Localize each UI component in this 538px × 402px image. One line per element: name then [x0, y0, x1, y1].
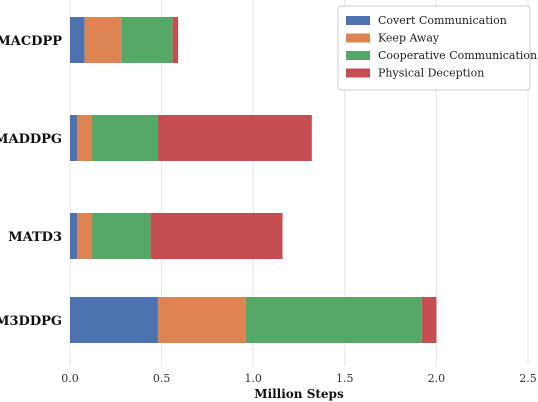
category-label: MATD3	[8, 230, 62, 245]
bar-segment-maddpg-1	[77, 115, 92, 161]
legend-swatch	[346, 51, 370, 60]
bar-segment-matd3-0	[70, 213, 78, 259]
bar-segment-macdpp-0	[70, 17, 85, 63]
bar-segment-maddpg-0	[70, 115, 78, 161]
x-tick-label: 0.5	[153, 372, 171, 385]
bar-segment-macdpp-1	[84, 17, 122, 63]
legend-swatch	[346, 16, 370, 25]
category-label: MACDPP	[0, 34, 62, 49]
bar-segment-macdpp-2	[121, 17, 173, 63]
x-tick-label: 2.5	[519, 372, 537, 385]
bar-segment-m3ddpg-2	[245, 297, 422, 343]
bar-segment-matd3-2	[91, 213, 151, 259]
bars	[70, 17, 437, 343]
bar-segment-macdpp-3	[172, 17, 179, 63]
bar-segment-matd3-1	[77, 213, 92, 259]
legend-label: Keep Away	[378, 32, 440, 45]
legend: Covert Communication Keep Away Cooperative…	[337, 5, 537, 91]
x-tick-label: 0.0	[61, 372, 79, 385]
x-tick-label: 1.0	[244, 372, 262, 385]
legend-label: Cooperative Communication	[378, 49, 537, 62]
bar-segment-m3ddpg-3	[421, 297, 437, 343]
category-label: MADDPG	[0, 132, 62, 147]
x-tick-label: 2.0	[428, 372, 446, 385]
category-label: M3DDPG	[0, 314, 62, 329]
bar-segment-maddpg-3	[157, 115, 312, 161]
bar-segment-m3ddpg-1	[157, 297, 246, 343]
x-tick-labels: 0.0 0.5 1.0 1.5 2.0 2.5	[61, 372, 537, 385]
legend-swatch	[346, 33, 370, 43]
legend-box	[337, 5, 531, 91]
x-tick-label: 1.5	[336, 372, 354, 385]
bar-segment-maddpg-2	[91, 115, 158, 161]
legend-label: Covert Communication	[378, 14, 507, 27]
bar-segment-matd3-3	[150, 213, 283, 259]
legend-swatch	[346, 68, 370, 78]
legend-label: Physical Deception	[378, 67, 484, 80]
bar-segment-m3ddpg-0	[70, 297, 158, 343]
x-axis-title: Million Steps	[254, 387, 344, 401]
category-labels: MACDPP MADDPG MATD3 M3DDPG	[0, 34, 62, 329]
